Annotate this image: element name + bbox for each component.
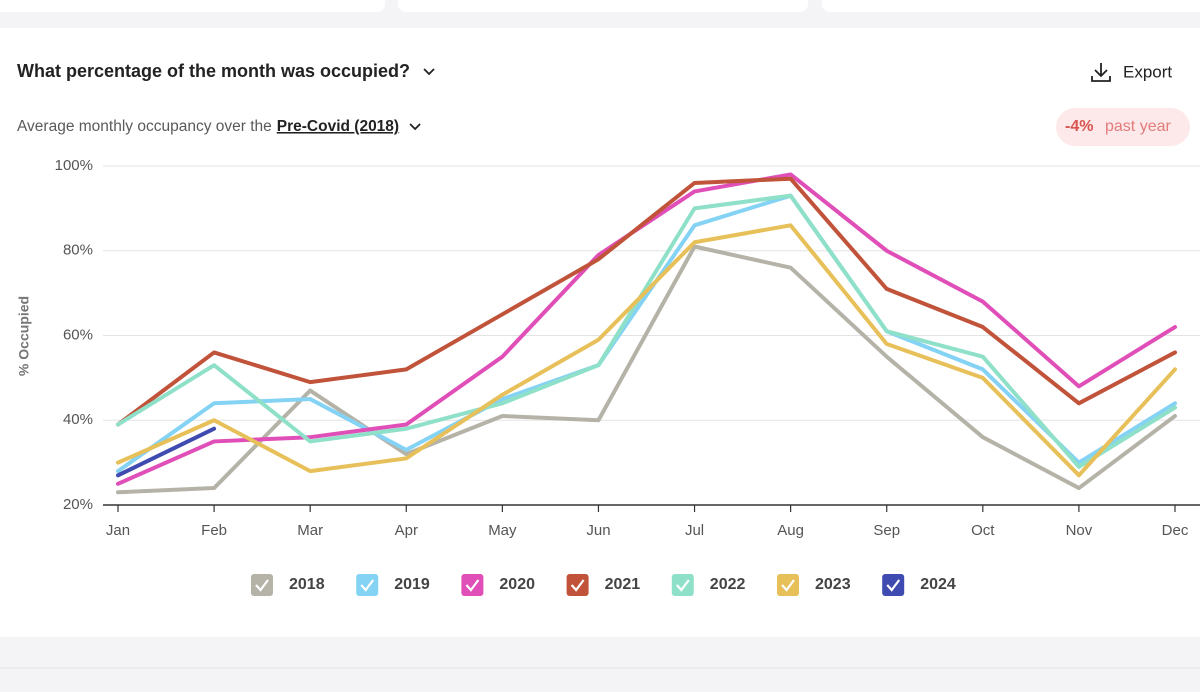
legend-label: 2022 (710, 576, 746, 593)
card (822, 0, 1200, 12)
legend-label: 2021 (605, 576, 641, 593)
y-tick-label: 60% (63, 326, 93, 343)
y-tick-label: 40% (63, 411, 93, 428)
y-tick-label: 100% (55, 157, 93, 174)
legend-label: 2020 (499, 576, 535, 593)
legend-label: 2018 (289, 576, 325, 593)
legend-item[interactable]: 2018 (251, 574, 325, 596)
bottom-strip (0, 637, 1200, 692)
x-tick-label: Mar (297, 522, 323, 539)
x-tick-label: Nov (1066, 522, 1093, 539)
legend-checkbox (777, 574, 799, 596)
card (398, 0, 808, 12)
subtitle-text: Average monthly occupancy over the (17, 118, 272, 135)
x-tick-label: Aug (777, 522, 804, 539)
legend-check (360, 579, 375, 592)
legend-check (886, 579, 901, 592)
legend-checkbox (461, 574, 484, 596)
series-line (116, 426, 217, 478)
legend-checkbox (251, 574, 273, 596)
export-button[interactable]: Export (1091, 62, 1172, 82)
legend-checkbox (356, 574, 379, 596)
legend-item[interactable]: 2020 (461, 574, 535, 596)
legend-item[interactable]: 2022 (671, 574, 746, 596)
series-line (116, 244, 1177, 495)
x-tick-label: Oct (971, 522, 995, 539)
x-tick-label: Jan (106, 522, 130, 539)
change-badge (1056, 108, 1190, 146)
y-axis-label: % Occupied (16, 296, 32, 376)
dropdown-chevron[interactable] (423, 68, 435, 76)
subtitle: Average monthly occupancy over the Pre-Co… (17, 118, 399, 135)
legend-check (675, 579, 690, 592)
legend-check (570, 579, 585, 592)
export-label: Export (1123, 62, 1172, 81)
series-line (116, 193, 1177, 474)
card (0, 0, 385, 12)
badge-text: past year (1105, 118, 1171, 135)
x-tick-label: Feb (201, 522, 227, 539)
x-tick-label: Jul (685, 522, 704, 539)
legend-check (465, 579, 480, 592)
x-tick-label: Dec (1162, 522, 1189, 539)
x-tick-label: Apr (395, 522, 418, 539)
series-line (116, 176, 1177, 427)
card-title: What percentage of the month was occupie… (17, 61, 410, 81)
x-tick-label: Jun (586, 522, 610, 539)
period-link[interactable]: Pre-Covid (2018) (277, 118, 399, 135)
legend-item[interactable]: 2023 (777, 574, 851, 596)
x-tick-label: May (488, 522, 517, 539)
legend-item[interactable]: 2021 (566, 574, 641, 596)
badge-value: -4% (1065, 118, 1093, 135)
legend-label: 2024 (920, 576, 956, 593)
y-tick-label: 80% (63, 242, 93, 259)
download-icon (1091, 63, 1111, 82)
legend-item[interactable]: 2024 (882, 574, 956, 596)
legend-item[interactable]: 2019 (356, 574, 430, 596)
legend-checkbox (882, 574, 905, 596)
x-tick-label: Sep (873, 522, 900, 539)
legend-label: 2023 (815, 576, 851, 593)
dropdown-chevron[interactable] (409, 123, 421, 131)
legend-check (781, 579, 795, 592)
legend-checkbox (671, 574, 694, 596)
series-line (116, 193, 1177, 469)
series-line (116, 223, 1177, 478)
y-tick-label: 20% (63, 496, 93, 513)
legend-checkbox (566, 574, 589, 596)
legend-check (255, 579, 269, 592)
legend-label: 2019 (394, 576, 430, 593)
